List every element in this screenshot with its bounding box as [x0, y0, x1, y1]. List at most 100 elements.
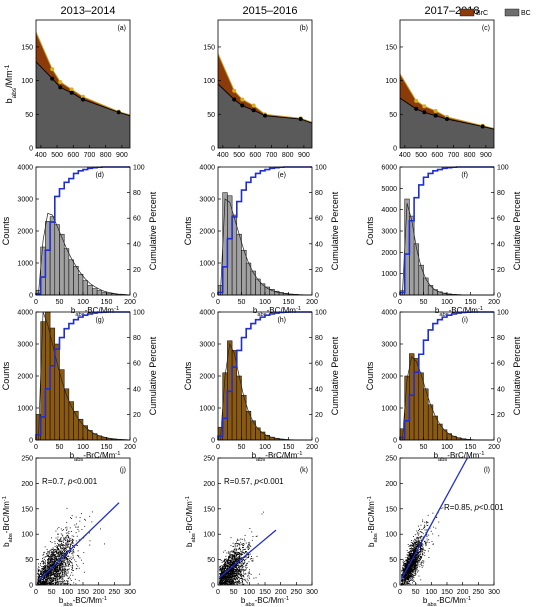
panel-k-point	[241, 563, 243, 565]
panel-k-point	[231, 561, 233, 563]
panel-k-point	[231, 563, 233, 565]
panel-j-point	[44, 546, 46, 548]
panel-l-point	[424, 555, 426, 557]
panel-k-point	[225, 582, 227, 584]
panel-j-point	[44, 570, 46, 572]
panel-l-point	[425, 543, 427, 545]
panel-g-ytick-label-1: 1000	[17, 406, 33, 413]
panel-j-point	[100, 528, 101, 530]
panel-k-point	[222, 573, 224, 575]
panel-j-point	[43, 576, 45, 578]
panel-j-point	[45, 553, 47, 555]
panel-k-xtick-label-6: 300	[306, 589, 318, 596]
panel-k-point	[236, 574, 238, 576]
panel-j-point	[52, 583, 54, 585]
panel-l-point	[404, 580, 406, 582]
panel-l-point	[423, 549, 425, 551]
panel-j-point	[53, 550, 55, 552]
panel-j-point	[60, 553, 62, 555]
panel-j-point	[64, 553, 66, 555]
panel-k-point	[228, 567, 230, 569]
panel-j-point	[58, 572, 60, 574]
panel-l-point	[416, 558, 418, 560]
panel-k-point	[232, 583, 234, 585]
panel-k-point	[228, 571, 230, 573]
panel-j-point	[54, 554, 56, 556]
panel-j-point	[46, 583, 48, 584]
panel-j-point	[56, 556, 58, 558]
panel-j-point	[63, 576, 65, 578]
panel-k-point	[227, 573, 229, 574]
panel-j-point	[66, 575, 68, 577]
panel-j-point	[50, 572, 52, 574]
panel-k-point	[236, 577, 238, 579]
panel-l-point	[426, 521, 428, 523]
panel-j-point	[58, 568, 60, 570]
panel-k-point	[219, 566, 221, 568]
panel-j-point	[69, 548, 71, 550]
panel-j-point	[56, 567, 58, 569]
panel-j-point	[78, 555, 80, 557]
panel-l-point	[419, 547, 421, 549]
panel-d-ytick-label-4: 4000	[17, 165, 33, 172]
panel-f-ytick-label-4: 4000	[381, 207, 397, 214]
panel-l-point	[421, 549, 423, 551]
panel-l-point	[412, 565, 414, 567]
panel-k-point	[237, 577, 238, 579]
panel-j-point	[63, 551, 65, 552]
panel-l-point	[402, 582, 404, 584]
panel-f-ytick-label-3: 3000	[381, 229, 397, 236]
panel-j-point	[104, 543, 105, 545]
panel-j-point	[56, 580, 58, 582]
panel-l-point	[416, 567, 418, 569]
panel-k-point	[222, 561, 224, 563]
panel-j-point	[68, 544, 69, 545]
panel-j-point	[70, 538, 72, 540]
panel-k-point	[230, 560, 232, 562]
panel-j-point	[58, 540, 60, 542]
panel-k-point	[235, 581, 236, 583]
panel-j-point	[41, 576, 43, 577]
panel-l-point	[408, 575, 410, 577]
panel-k-point	[226, 579, 228, 581]
panel-l-point	[413, 548, 414, 550]
panel-k-point	[223, 568, 225, 570]
panel-j-point	[52, 572, 54, 573]
panel-k-point	[241, 582, 243, 584]
panel-j-point	[62, 548, 64, 550]
panel-j-point	[63, 537, 65, 539]
panel-e-xtick-label-3: 150	[283, 299, 295, 306]
panel-j-point	[70, 556, 72, 558]
panel-k-point	[219, 573, 221, 575]
panel-k-point	[226, 558, 228, 560]
panel-j-point	[66, 540, 68, 542]
panel-k-point	[228, 572, 230, 574]
panel-k-point	[220, 566, 221, 568]
panel-k-point	[243, 538, 245, 540]
panel-l-point	[408, 561, 410, 563]
panel-k-point	[225, 575, 227, 577]
panel-j-ytick-label-1: 50	[25, 557, 33, 564]
panel-j-point	[44, 582, 46, 584]
panel-j-point	[37, 582, 39, 583]
panel-k-point	[247, 575, 248, 577]
panel-j-point	[65, 549, 67, 550]
panel-k-point	[241, 550, 243, 552]
panel-l-point	[404, 565, 406, 567]
panel-l-point	[432, 543, 434, 545]
panel-k-point	[219, 582, 221, 584]
panel-j-point	[41, 572, 42, 574]
panel-j-point	[51, 548, 53, 550]
panel-j-point	[58, 552, 60, 554]
panel-k-point	[222, 560, 224, 562]
panel-j-point	[37, 579, 39, 581]
panel-k-point	[232, 553, 234, 555]
panel-j-point	[64, 582, 66, 584]
panel-j-point	[50, 573, 52, 575]
panel-j-point	[37, 578, 39, 579]
panel-k-point	[242, 559, 244, 560]
panel-b-xtick-label-1: 500	[233, 152, 245, 159]
panel-j-point	[47, 578, 48, 580]
panel-j-point	[42, 578, 44, 580]
panel-k-point	[242, 583, 244, 585]
